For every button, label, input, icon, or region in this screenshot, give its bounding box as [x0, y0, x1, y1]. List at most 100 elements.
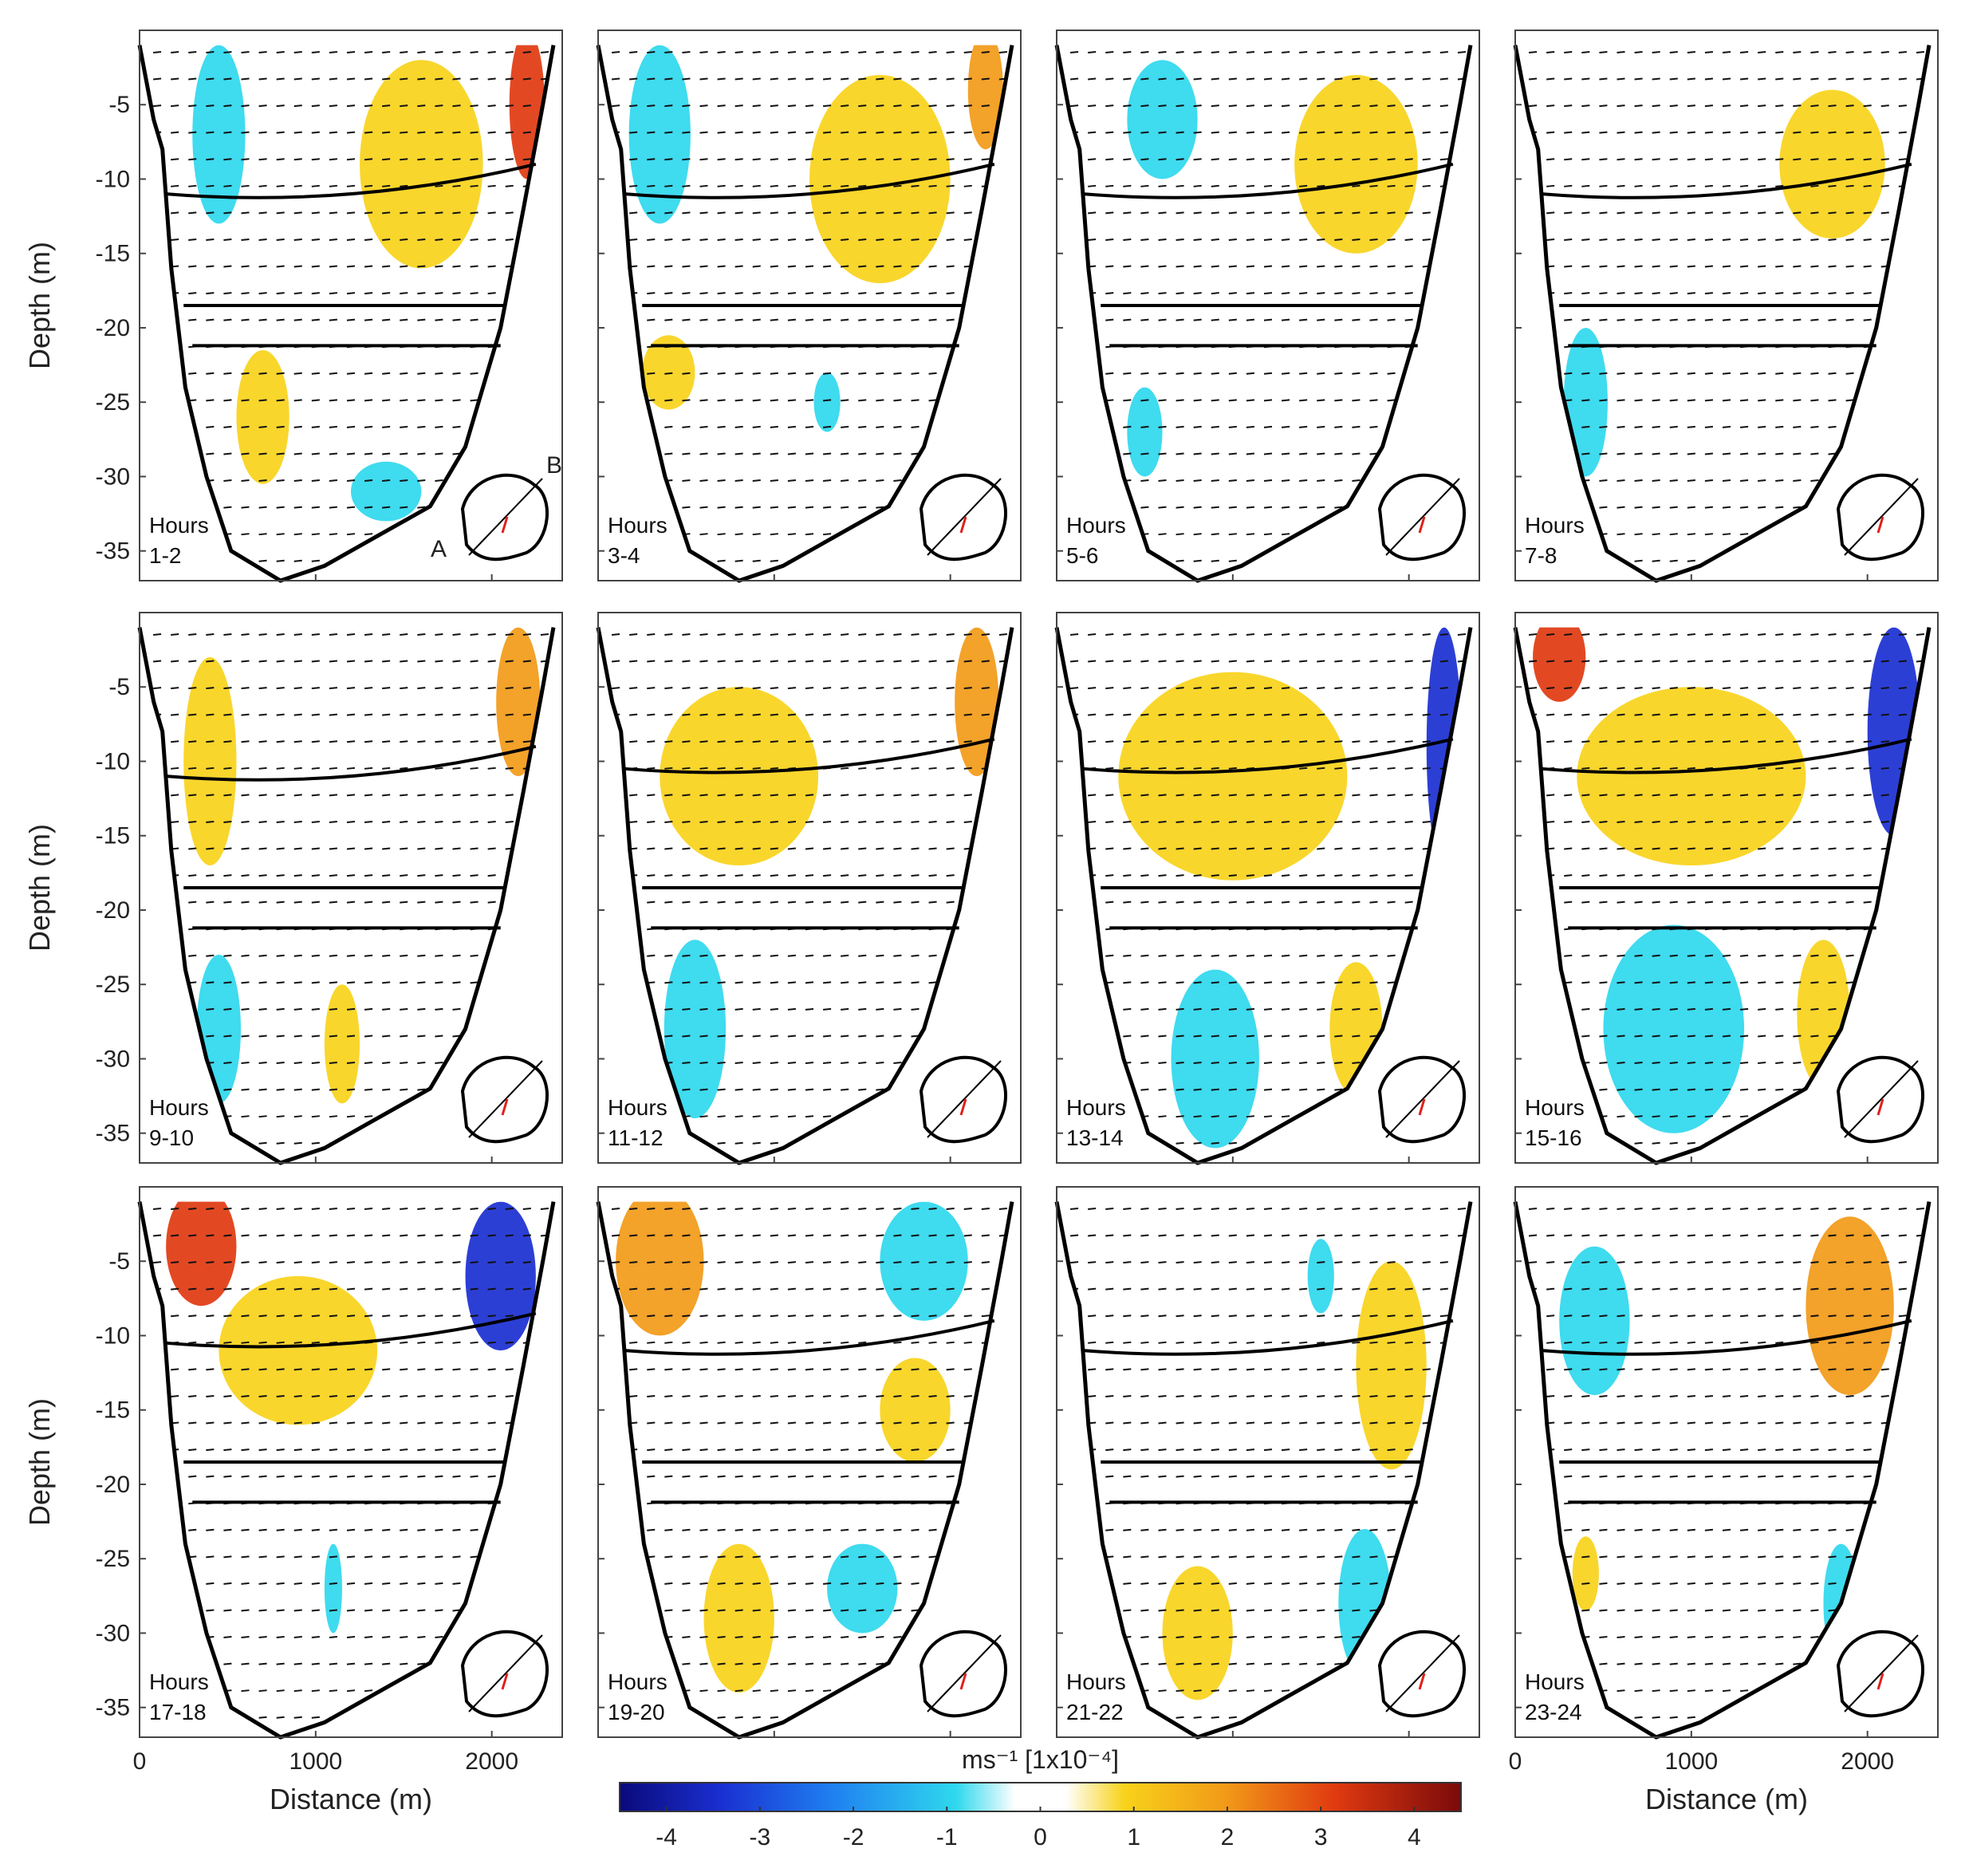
arrow: [1228, 1582, 1237, 1585]
arrow: [522, 265, 531, 268]
arrow: [1069, 158, 1079, 161]
arrow: [1810, 1141, 1819, 1145]
y-tick-label: -30: [96, 1620, 130, 1646]
arrow: [1088, 981, 1097, 984]
arrow: [364, 1287, 373, 1291]
arrow: [1457, 1141, 1467, 1145]
arrow: [1281, 479, 1290, 483]
arrow: [682, 1662, 691, 1665]
arrow: [647, 506, 656, 509]
arrow: [171, 981, 179, 984]
arrow: [417, 1261, 426, 1264]
arrow: [1439, 901, 1448, 904]
arrow: [1775, 1035, 1784, 1038]
arrow: [470, 318, 478, 321]
arrow: [223, 1035, 232, 1038]
arrow: [1652, 1115, 1660, 1118]
inset-label-a: A: [431, 536, 447, 562]
arrow: [1617, 479, 1625, 483]
arrow: [752, 1368, 761, 1371]
arrow: [1828, 660, 1837, 663]
arrow: [1704, 158, 1714, 161]
arrow: [1246, 292, 1255, 295]
arrow: [364, 479, 373, 483]
arrow: [1898, 265, 1907, 268]
arrow: [1617, 1115, 1625, 1118]
arrow: [452, 1689, 461, 1693]
arrow: [329, 1287, 338, 1291]
arrow: [470, 184, 478, 187]
arrow: [963, 660, 972, 663]
arrow: [752, 1421, 761, 1425]
arrow: [1439, 292, 1448, 295]
arrow: [1299, 265, 1308, 268]
arrow: [258, 77, 267, 81]
arrow: [293, 77, 302, 81]
arrow: [998, 1007, 1008, 1011]
arrow: [241, 1394, 250, 1397]
arrow: [998, 238, 1008, 241]
arrow: [1845, 50, 1854, 53]
panel-frame: [1514, 30, 1939, 581]
arrow: [258, 238, 267, 241]
track-segment: [501, 1098, 509, 1116]
arrow: [893, 184, 902, 187]
arrow: [1193, 1287, 1202, 1291]
arrow: [400, 1394, 408, 1397]
velocity-field: [1563, 89, 1885, 477]
arrow: [382, 104, 391, 108]
arrow: [1810, 292, 1819, 295]
arrow: [1652, 794, 1660, 797]
arrow: [1123, 50, 1132, 53]
arrow: [1546, 50, 1555, 53]
arrow: [858, 1475, 867, 1478]
arrow: [1263, 740, 1273, 743]
arrow: [822, 1261, 832, 1264]
arrow: [858, 211, 867, 215]
arrow: [1880, 50, 1889, 53]
arrow: [770, 1555, 778, 1559]
arrow: [241, 740, 250, 743]
arrow: [206, 1141, 215, 1145]
arrow: [487, 1207, 496, 1210]
arrow: [470, 1287, 478, 1291]
arrow: [770, 1636, 778, 1639]
arrow: [276, 1394, 285, 1397]
arrow: [364, 211, 373, 215]
arrow: [822, 238, 832, 241]
arrow: [946, 981, 955, 984]
arrow: [223, 1582, 232, 1585]
arrow: [435, 901, 443, 904]
arrow: [876, 77, 884, 81]
arrow: [364, 1689, 373, 1693]
arrow: [364, 1475, 373, 1478]
arrow: [841, 1007, 849, 1011]
arrow: [1739, 77, 1749, 81]
arrow: [946, 633, 955, 636]
arrow: [822, 77, 832, 81]
arrow: [1704, 318, 1714, 321]
arrow: [647, 660, 656, 663]
arrow: [223, 901, 232, 904]
arrow: [1916, 372, 1925, 375]
arrow: [364, 767, 373, 770]
arrow: [311, 158, 320, 161]
arrow: [311, 1007, 320, 1011]
arrow: [470, 1448, 478, 1452]
arrow: [1228, 901, 1237, 904]
y-tick-label: -15: [96, 823, 130, 849]
arrow: [258, 1582, 267, 1585]
arrow: [928, 131, 937, 134]
arrow: [1564, 1062, 1573, 1065]
arrow: [487, 211, 496, 215]
arrow: [682, 1341, 691, 1344]
arrow: [1140, 318, 1149, 321]
arrow: [487, 292, 496, 295]
arrow: [1228, 1448, 1237, 1452]
arrow: [876, 1207, 884, 1210]
arrow: [400, 184, 408, 187]
y-tick-label: -35: [96, 1121, 130, 1147]
arrow: [1880, 559, 1889, 562]
arrow: [1581, 184, 1590, 187]
arrow: [258, 981, 267, 984]
